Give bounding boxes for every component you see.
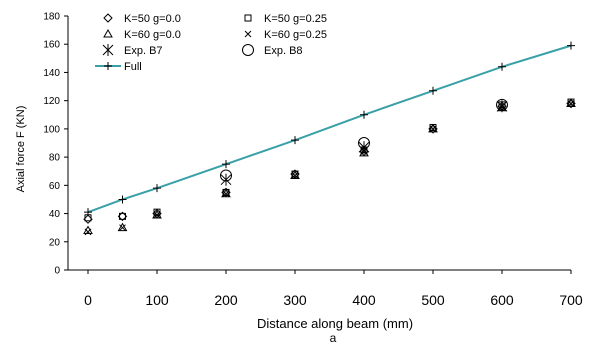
data-point: [84, 208, 92, 217]
x-tick-label: 300: [283, 292, 307, 308]
series: [83, 41, 576, 236]
legend-label: K=50 g=0.25: [264, 13, 327, 25]
legend-marker: [103, 13, 113, 23]
legend: K=50 g=0.0 K=50 g=0.25 K=60 g=0.0 K=60 g=0.…: [95, 13, 327, 73]
data-point: [290, 170, 300, 179]
x-tick-label: 200: [214, 292, 238, 308]
x-tick-label: 700: [559, 292, 583, 308]
data-point: [152, 209, 162, 219]
y-tick-label: 100: [43, 124, 60, 135]
data-point: [221, 188, 231, 198]
data-point: [428, 123, 438, 133]
data-point: [220, 173, 232, 186]
legend-item: K=50 g=0.25: [244, 13, 327, 25]
legend-marker: [104, 62, 112, 70]
x-tick-label: 600: [490, 292, 514, 308]
x-ticks: 0 100 200 300 400 500 600 700: [84, 270, 583, 308]
legend-item: Full: [95, 61, 142, 73]
y-tick-label: 60: [49, 181, 61, 192]
data-point: [498, 62, 506, 71]
legend-label: Full: [124, 61, 142, 73]
x-tick-label: 400: [352, 292, 376, 308]
y-tick-label: 140: [43, 68, 60, 79]
legend-marker: [103, 28, 113, 38]
y-axis-title: Axial force F (KN): [15, 106, 27, 193]
legend-item: K=50 g=0.0: [103, 13, 181, 25]
series-circle: [220, 98, 508, 182]
legend-label: K=50 g=0.0: [124, 13, 181, 25]
legend-item: K=60 g=0.25: [244, 29, 327, 41]
legend-label: Exp. B7: [124, 45, 163, 57]
data-point: [429, 125, 437, 133]
legend-item: Exp. B7: [102, 44, 163, 57]
data-point: [117, 222, 128, 232]
x-tick-label: 0: [84, 292, 92, 308]
y-tick-label: 80: [49, 153, 61, 164]
data-point: [359, 147, 369, 157]
data-point: [153, 184, 161, 193]
legend-label: K=60 g=0.25: [264, 29, 327, 41]
series-square: [84, 98, 575, 222]
data-point: [358, 141, 370, 154]
data-point: [153, 211, 161, 219]
y-tick-label: 160: [43, 40, 60, 51]
data-point: [567, 41, 575, 50]
legend-label: Exp. B8: [264, 45, 303, 57]
data-point: [358, 137, 370, 149]
y-tick-label: 0: [54, 266, 60, 277]
legend-marker: [244, 14, 252, 22]
series-plus-line: [84, 41, 575, 217]
x-tick-label: 500: [421, 292, 445, 308]
data-point: [118, 195, 127, 204]
x-tick-label: 100: [145, 292, 169, 308]
data-point: [291, 136, 299, 145]
data-point: [84, 228, 92, 236]
y-tick-label: 180: [43, 12, 60, 23]
data-point: [429, 86, 437, 95]
y-tick-label: 120: [43, 96, 60, 107]
data-point: [291, 172, 299, 179]
data-point: [566, 98, 576, 107]
data-point: [496, 98, 508, 111]
legend-label: K=60 g=0.0: [124, 29, 181, 41]
data-point: [220, 169, 232, 182]
data-point: [119, 224, 126, 232]
y-ticks: 0 20 40 60 80 100 120 140 160 180: [43, 12, 68, 277]
data-point: [119, 212, 126, 220]
series-diamond: [83, 98, 576, 224]
legend-marker: [244, 30, 252, 38]
legend-marker: [242, 44, 254, 56]
legend-item: Exp. B8: [242, 44, 303, 57]
legend-item: K=60 g=0.0: [103, 28, 181, 41]
data-point: [567, 100, 575, 107]
full-line: [87, 44, 572, 214]
axes: [67, 16, 571, 271]
y-tick-label: 40: [49, 209, 61, 220]
data-point: [222, 190, 230, 198]
data-point: [222, 160, 230, 169]
x-axis-title: Distance along beam (mm): [257, 316, 413, 331]
legend-marker: [102, 44, 114, 56]
panel-label: a: [330, 331, 337, 343]
y-tick-label: 20: [49, 237, 61, 248]
data-point: [360, 110, 368, 119]
series-triangle: [83, 98, 576, 234]
